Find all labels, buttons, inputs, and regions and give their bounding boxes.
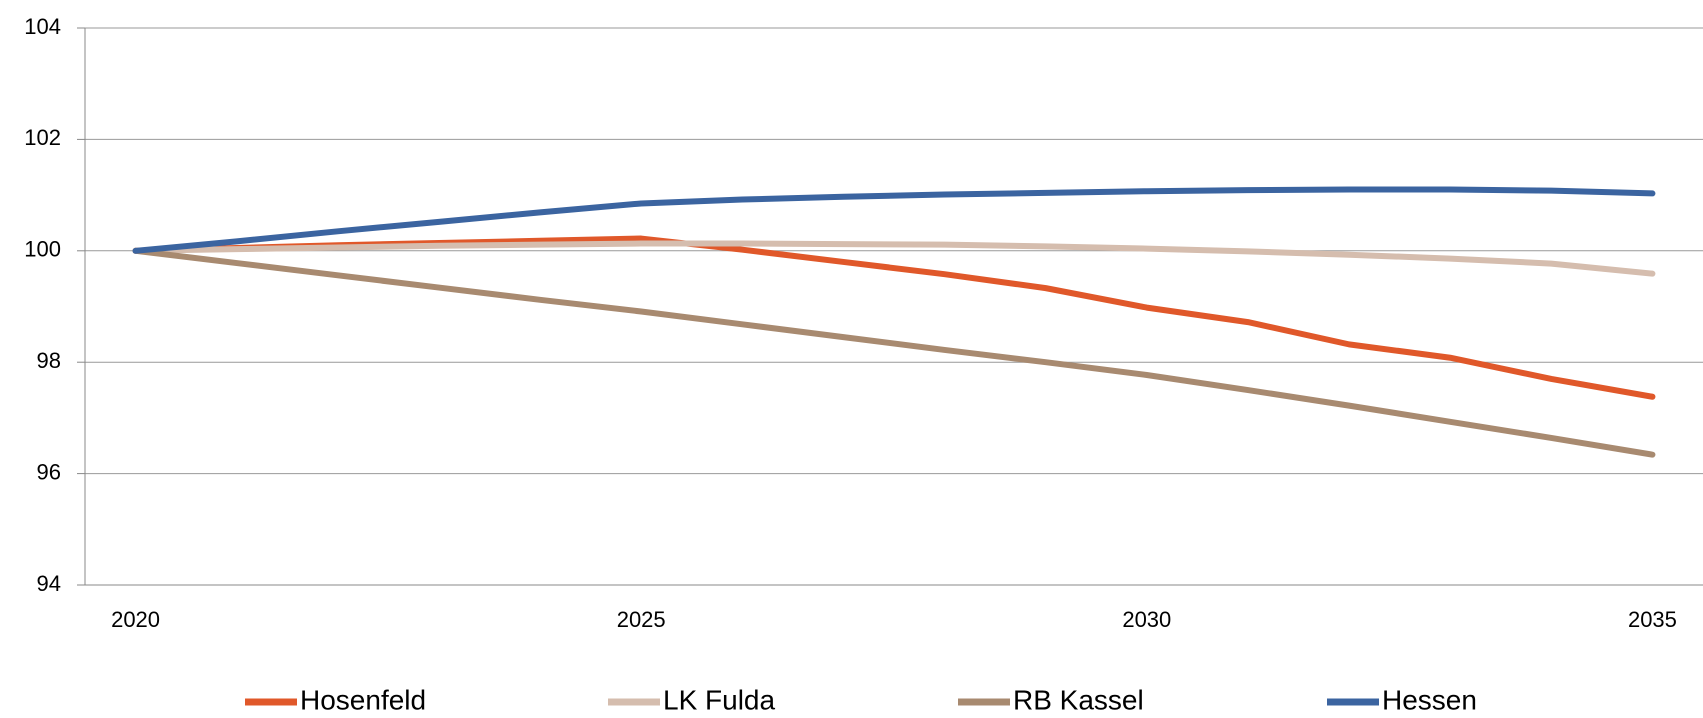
x-tick-label: 2030 — [1122, 607, 1171, 632]
series-line — [132, 235, 1656, 400]
y-tick-label: 100 — [24, 237, 61, 262]
series-line — [132, 247, 1656, 458]
legend: Hosenfeld LK Fulda RB Kassel Hessen — [245, 684, 1477, 715]
y-tick-label: 96 — [37, 459, 61, 484]
y-tick-label: 98 — [37, 348, 61, 373]
legend-label: RB Kassel — [1013, 684, 1144, 715]
y-tick-label: 94 — [37, 571, 61, 596]
legend-label: LK Fulda — [663, 684, 775, 715]
series-line — [132, 186, 1656, 254]
x-tick-label: 2025 — [617, 607, 666, 632]
y-tick-label: 104 — [24, 14, 61, 39]
y-tick-label: 102 — [24, 125, 61, 150]
x-tick-label: 2035 — [1628, 607, 1677, 632]
series-line — [132, 240, 1656, 277]
legend-label: Hessen — [1382, 684, 1477, 715]
x-tick-label: 2020 — [111, 607, 160, 632]
legend-label: Hosenfeld — [300, 684, 426, 715]
